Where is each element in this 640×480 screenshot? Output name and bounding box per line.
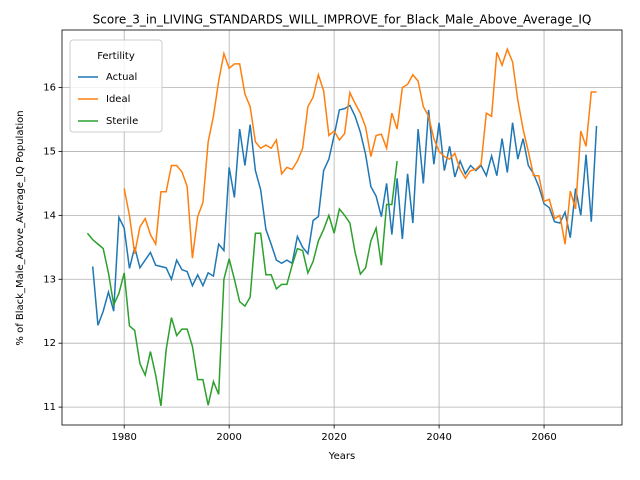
legend-box [69,39,163,133]
plot-frame [61,29,623,426]
y-tick-label: 11 [43,402,56,413]
x-tick-label: 1980 [111,432,136,443]
y-tick-label: 12 [43,338,56,349]
legend-label: Sterile [106,116,138,127]
x-tick-label: 2060 [531,432,556,443]
x-tick-label: 2040 [426,432,451,443]
legend-title: Fertility [97,51,135,62]
data-line [86,160,398,406]
x-tick-label: 2020 [321,432,346,443]
data-line [123,47,597,259]
y-axis-label: % of Black_Male_Above_Average_IQ Populat… [15,110,26,345]
legend-label: Actual [106,72,137,83]
y-tick-label: 15 [43,146,56,157]
y-tick-label: 13 [43,274,56,285]
chart-title: Score_3_in_LIVING_STANDARDS_WILL_IMPROVE… [93,13,592,27]
y-tick-label: 16 [43,83,56,94]
legend-label: Ideal [106,94,130,105]
data-line [91,104,598,326]
y-tick-label: 14 [43,210,56,221]
x-axis-label: Years [328,451,355,462]
x-tick-label: 2000 [216,432,241,443]
